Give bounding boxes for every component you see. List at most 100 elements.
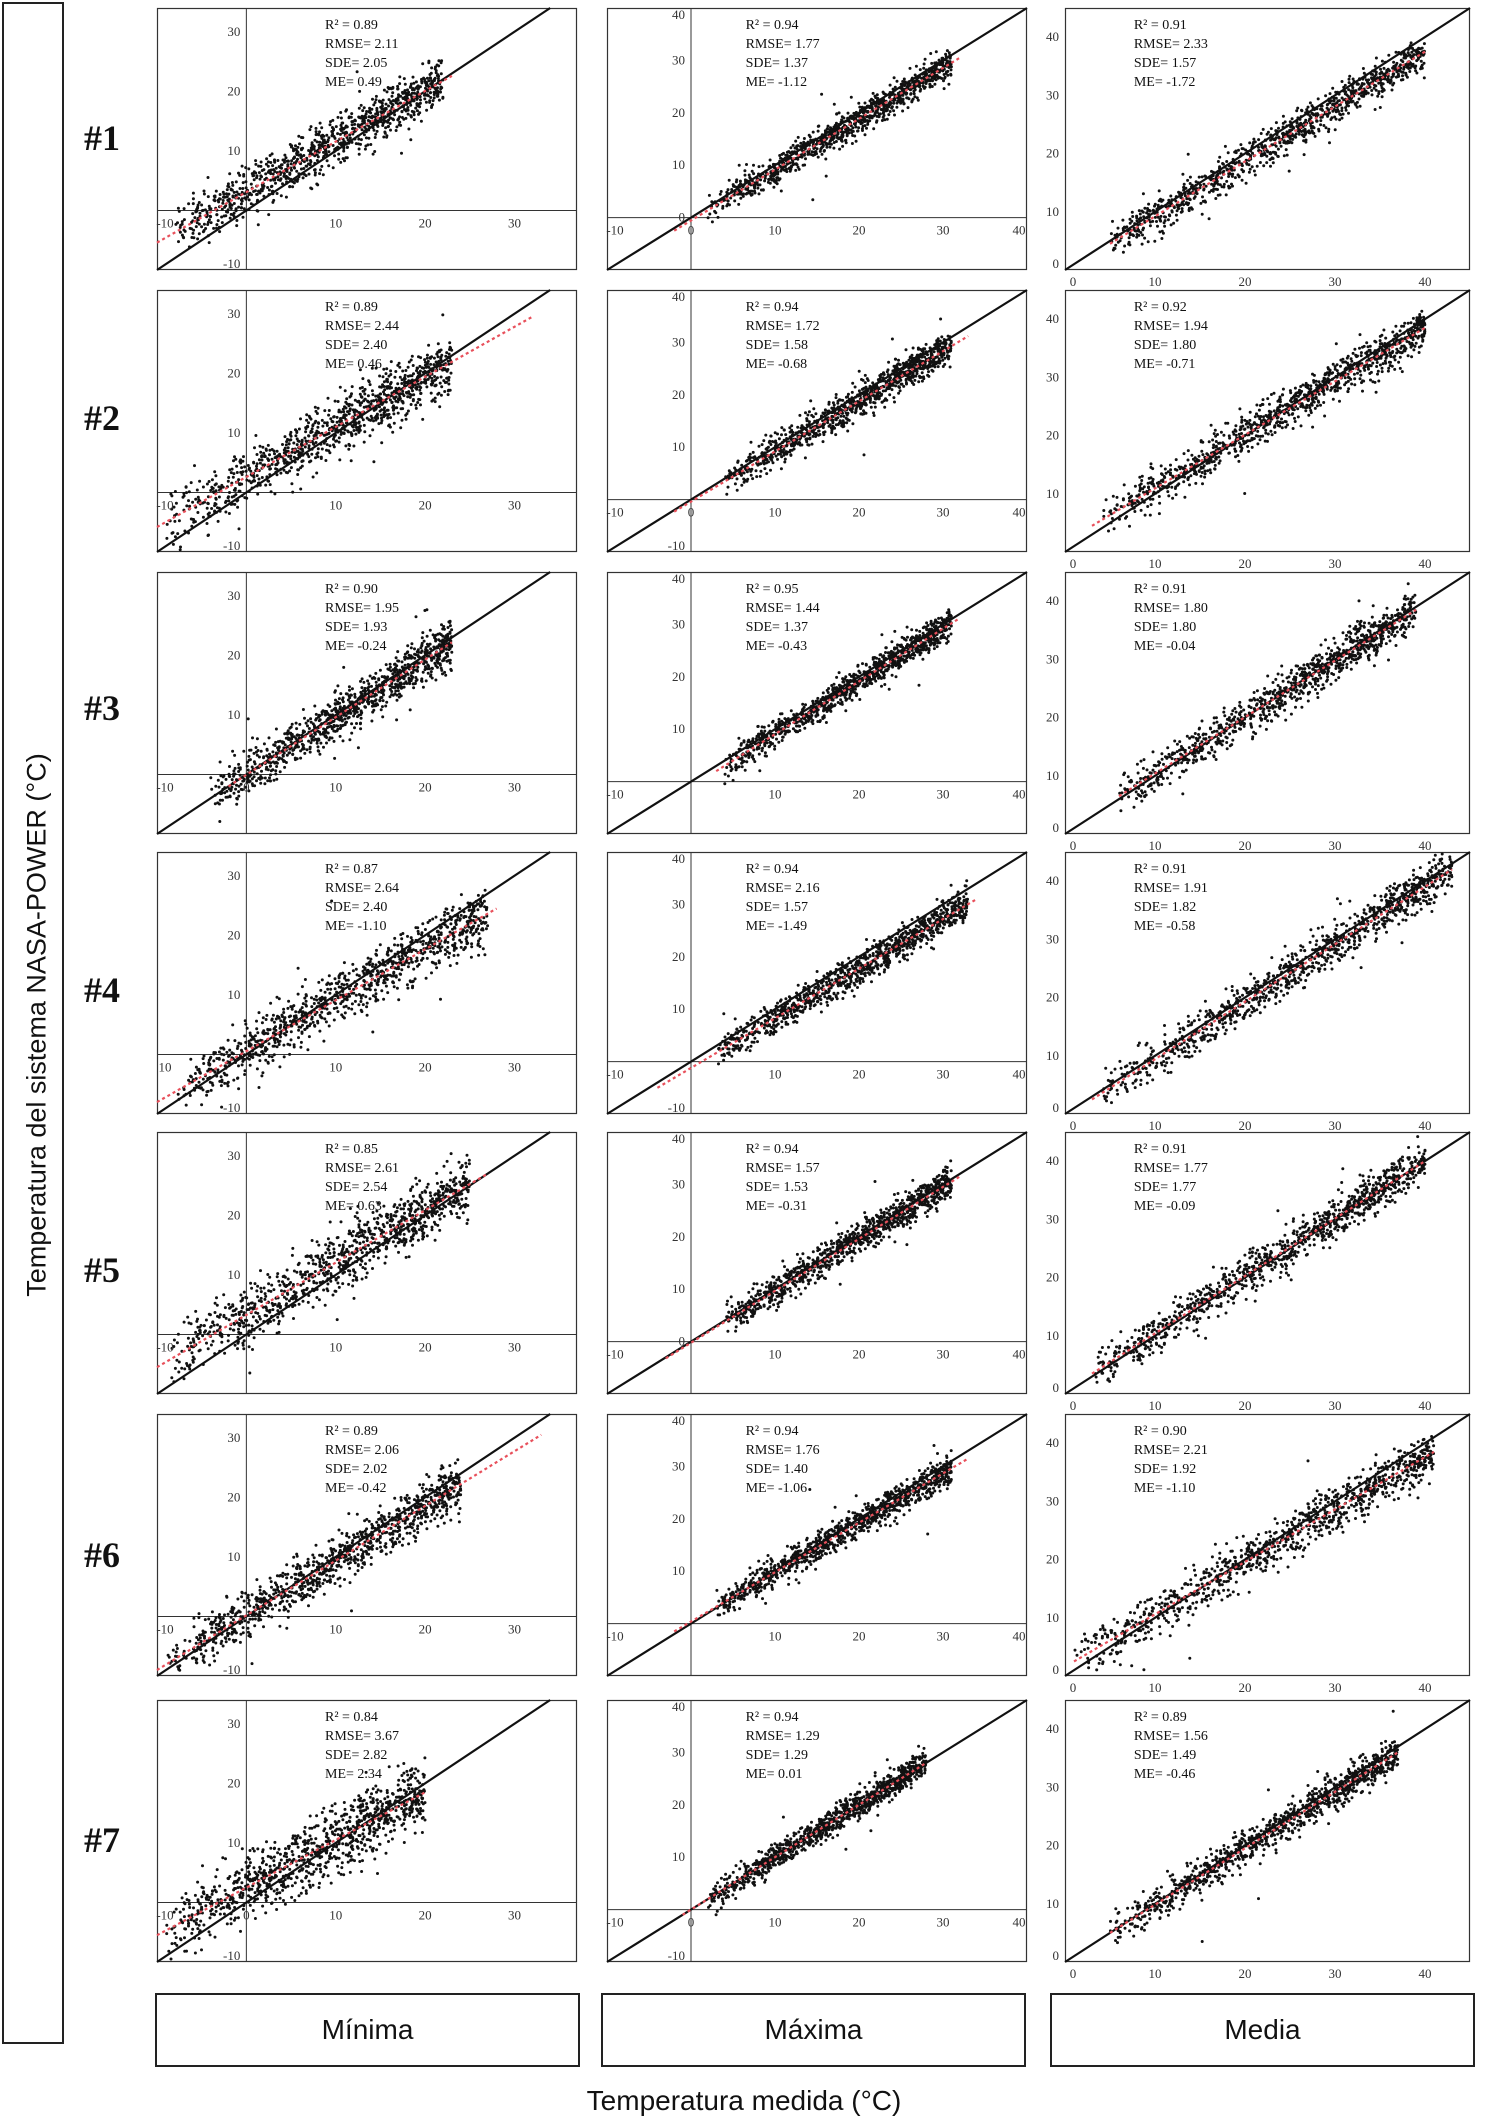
- data-point: [841, 398, 845, 402]
- data-point: [284, 450, 288, 454]
- data-point: [1285, 130, 1289, 134]
- data-point: [330, 134, 334, 138]
- data-point: [349, 394, 353, 398]
- data-point: [384, 106, 388, 110]
- data-point: [300, 438, 304, 442]
- data-point: [916, 98, 920, 102]
- data-point: [295, 178, 298, 182]
- data-point: [848, 408, 852, 412]
- data-point: [753, 184, 757, 188]
- data-point: [173, 535, 177, 539]
- data-point: [1269, 152, 1273, 156]
- data-point: [315, 471, 319, 475]
- data-point: [386, 125, 390, 129]
- data-point: [1394, 64, 1397, 68]
- data-point: [883, 118, 887, 122]
- data-point: [260, 169, 264, 172]
- data-point: [1380, 86, 1384, 90]
- data-point: [895, 79, 899, 83]
- data-point: [239, 461, 243, 465]
- data-point: [234, 180, 238, 184]
- data-point: [436, 86, 439, 90]
- data-point: [364, 136, 368, 140]
- data-point: [1220, 185, 1224, 189]
- data-point: [432, 79, 436, 83]
- data-point: [314, 456, 317, 460]
- data-point: [431, 99, 435, 103]
- data-point: [232, 472, 236, 476]
- data-point: [269, 172, 273, 176]
- data-point: [1239, 143, 1243, 147]
- data-point: [1223, 144, 1227, 148]
- plot-frame: [156, 7, 578, 271]
- data-point: [237, 489, 241, 493]
- data-point: [794, 168, 798, 172]
- data-point: [263, 455, 267, 458]
- data-point: [934, 66, 938, 70]
- data-point: [357, 106, 361, 110]
- data-point: [1182, 182, 1186, 186]
- data-point: [227, 192, 231, 196]
- data-point: [892, 101, 896, 105]
- data-point: [348, 136, 352, 140]
- data-point: [434, 65, 437, 69]
- data-point: [358, 368, 362, 372]
- data-point: [858, 105, 862, 109]
- data-point: [779, 467, 783, 471]
- data-point: [422, 76, 426, 80]
- data-point: [860, 387, 864, 391]
- data-point: [829, 142, 833, 146]
- data-point: [446, 393, 450, 397]
- data-point: [399, 94, 403, 98]
- data-point: [831, 421, 835, 425]
- data-point: [364, 144, 368, 148]
- data-point: [750, 467, 754, 471]
- data-point: [948, 343, 952, 347]
- data-point: [230, 188, 234, 192]
- data-point: [270, 152, 274, 156]
- data-point: [765, 461, 768, 465]
- data-point: [1387, 53, 1391, 57]
- data-point: [291, 185, 295, 189]
- data-point: [325, 159, 329, 163]
- data-point: [1324, 126, 1328, 130]
- data-point: [1408, 70, 1412, 73]
- data-point: [267, 213, 271, 217]
- data-point: [343, 416, 346, 420]
- data-point: [1409, 41, 1413, 45]
- data-point: [296, 145, 300, 149]
- data-point: [1367, 83, 1371, 87]
- data-point: [1135, 216, 1139, 220]
- data-point: [275, 473, 279, 477]
- data-point: [433, 379, 436, 382]
- data-point: [392, 412, 396, 416]
- data-point: [923, 364, 927, 368]
- data-point: [1402, 67, 1406, 71]
- scatter-panel: -10 0 10 20 30 40 -10 10 20 30 40 R² = 0.94 RMSE= 1.…: [606, 289, 1028, 553]
- data-point: [756, 183, 760, 187]
- data-point: [802, 140, 806, 144]
- data-point: [744, 459, 748, 463]
- data-point: [840, 115, 844, 119]
- data-point: [1240, 164, 1244, 168]
- data-point: [928, 85, 932, 89]
- data-point: [859, 412, 863, 416]
- data-point: [943, 75, 947, 79]
- data-point: [1278, 141, 1282, 145]
- data-point: [206, 223, 210, 226]
- data-point: [876, 386, 880, 390]
- stat-label: R² = 0.91: [1134, 18, 1187, 33]
- data-point: [1349, 100, 1353, 103]
- data-point: [176, 532, 180, 536]
- data-point: [363, 121, 366, 125]
- data-point: [1253, 173, 1257, 177]
- data-point: [906, 96, 909, 100]
- data-point: [212, 194, 216, 198]
- data-point: [226, 496, 230, 500]
- data-point: [874, 110, 878, 114]
- data-point: [759, 469, 763, 473]
- data-point: [948, 60, 952, 64]
- data-point: [1319, 123, 1323, 127]
- data-point: [1362, 90, 1366, 94]
- data-point: [390, 105, 394, 109]
